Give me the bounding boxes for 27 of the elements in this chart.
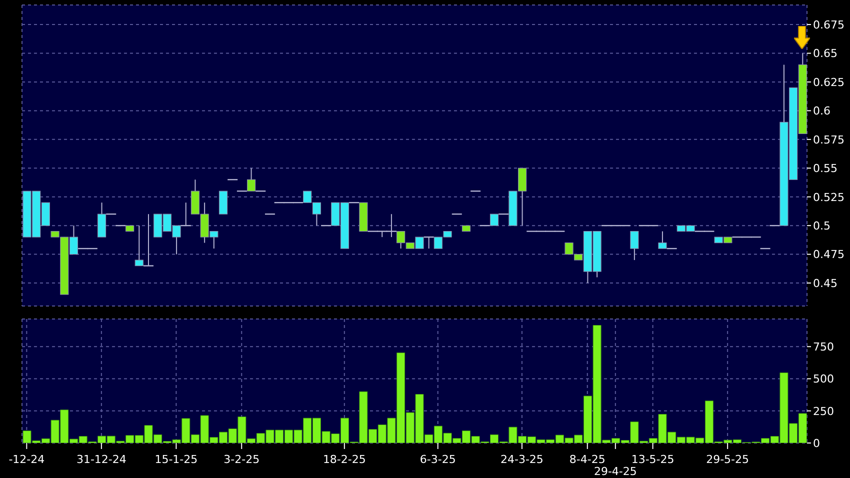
y-tick-label: 750 [813,340,834,354]
x-tick-label: 13-5-25 [631,453,674,466]
y-tick-label: 250 [813,404,834,418]
y-tick-label: 0.55 [813,162,838,176]
x-tick-label: 18-2-25 [322,453,366,466]
x-tick-label: 29-5-25 [706,453,750,466]
x-tick-label: -12-24 [8,453,45,466]
y-tick-label: 0.575 [813,133,844,146]
y-tick-label: 0.45 [813,276,838,290]
x-tick-label: 29-4-25 [594,465,637,478]
y-tick-label: 500 [813,372,834,386]
candlestick [630,230,639,261]
y-tick-label: 0.625 [813,76,844,89]
x-tick-label: 24-3-25 [500,453,544,466]
x-tick-label: 15-1-25 [154,453,198,466]
x-tick-label: 8-4-25 [569,453,606,466]
y-tick-label: 0.65 [813,47,838,60]
y-tick-label: 0.5 [813,219,830,232]
y-tick-label: 0 [813,436,820,450]
candlestick [218,190,228,215]
x-tick-label: 6-3-25 [420,453,456,466]
x-tick-label: 31-12-24 [76,453,126,466]
y-tick-label: 0.6 [813,104,830,118]
y-tick-label: 0.525 [813,190,844,204]
x-tick-label: 3-2-25 [224,453,260,466]
y-tick-label: 0.675 [813,18,844,32]
y-tick-label: 0.475 [813,248,844,262]
